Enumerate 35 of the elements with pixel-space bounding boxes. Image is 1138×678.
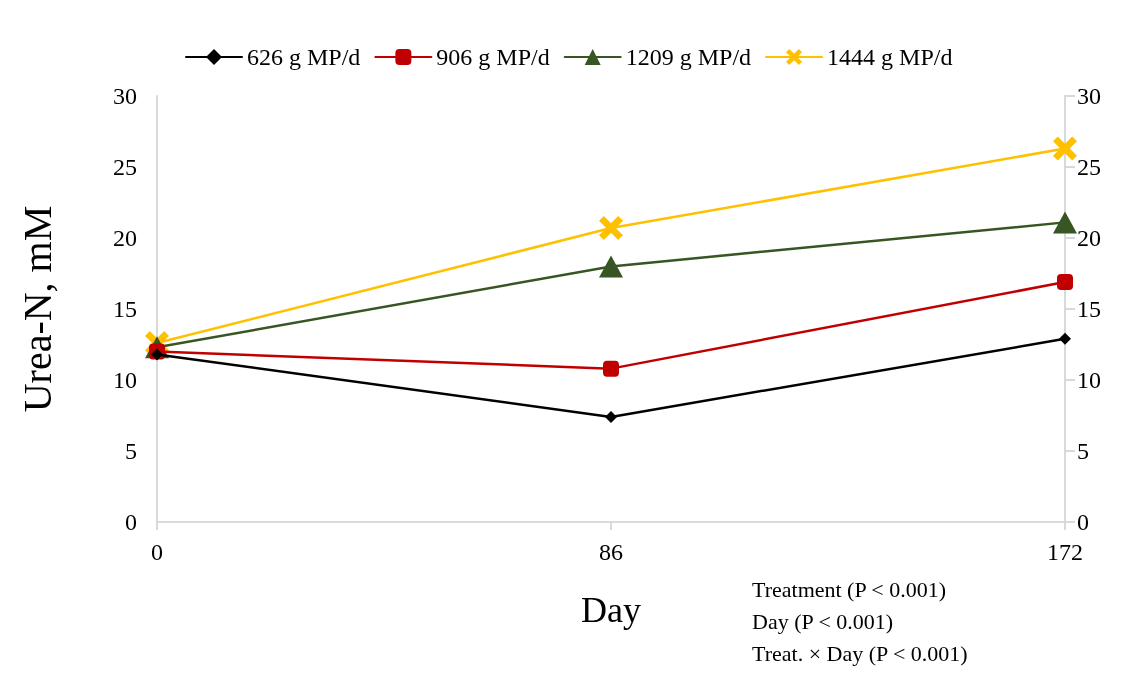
y-tick-label: 15 [113,296,137,322]
y-tick-label: 25 [113,154,137,180]
point [1053,211,1077,234]
text: Treat. × Day (P < 0.001) [752,640,968,666]
y2-tick-label: 30 [1077,83,1101,109]
point [599,216,623,241]
point [1053,136,1077,161]
y2-tick-label: 20 [1077,225,1101,251]
x-axis-title: Day [581,590,641,630]
point [1057,274,1073,291]
y2-tick-label: 25 [1077,154,1101,180]
point [603,360,619,377]
text: Day (P < 0.001) [752,608,894,634]
legend-label: 1209 g MP/d [625,44,752,70]
y-tick-label: 5 [125,438,137,464]
x-tick-label: 172 [1047,539,1083,565]
y-tick-label: 10 [113,367,137,393]
y2-tick-label: 10 [1077,367,1101,393]
legend-label: 906 g MP/d [436,44,550,70]
y-axis-title: Urea-N, mM [14,205,60,413]
legend-label: 1444 g MP/d [827,44,953,70]
y2-tick-label: 15 [1077,296,1101,322]
y-tick-label: 20 [113,225,137,251]
x-tick-label: 86 [599,539,623,565]
point [599,255,623,278]
y2-tick-label: 5 [1077,438,1089,464]
y-tick-label: 30 [113,83,137,109]
y-tick-label: 0 [125,509,137,535]
point [605,410,617,423]
point [151,348,163,361]
x-tick-label: 0 [151,539,163,565]
text: Treatment (P < 0.001) [752,576,947,602]
legend-label: 626 g MP/d [247,44,361,70]
point [1059,332,1071,345]
y2-tick-label: 0 [1077,509,1089,535]
